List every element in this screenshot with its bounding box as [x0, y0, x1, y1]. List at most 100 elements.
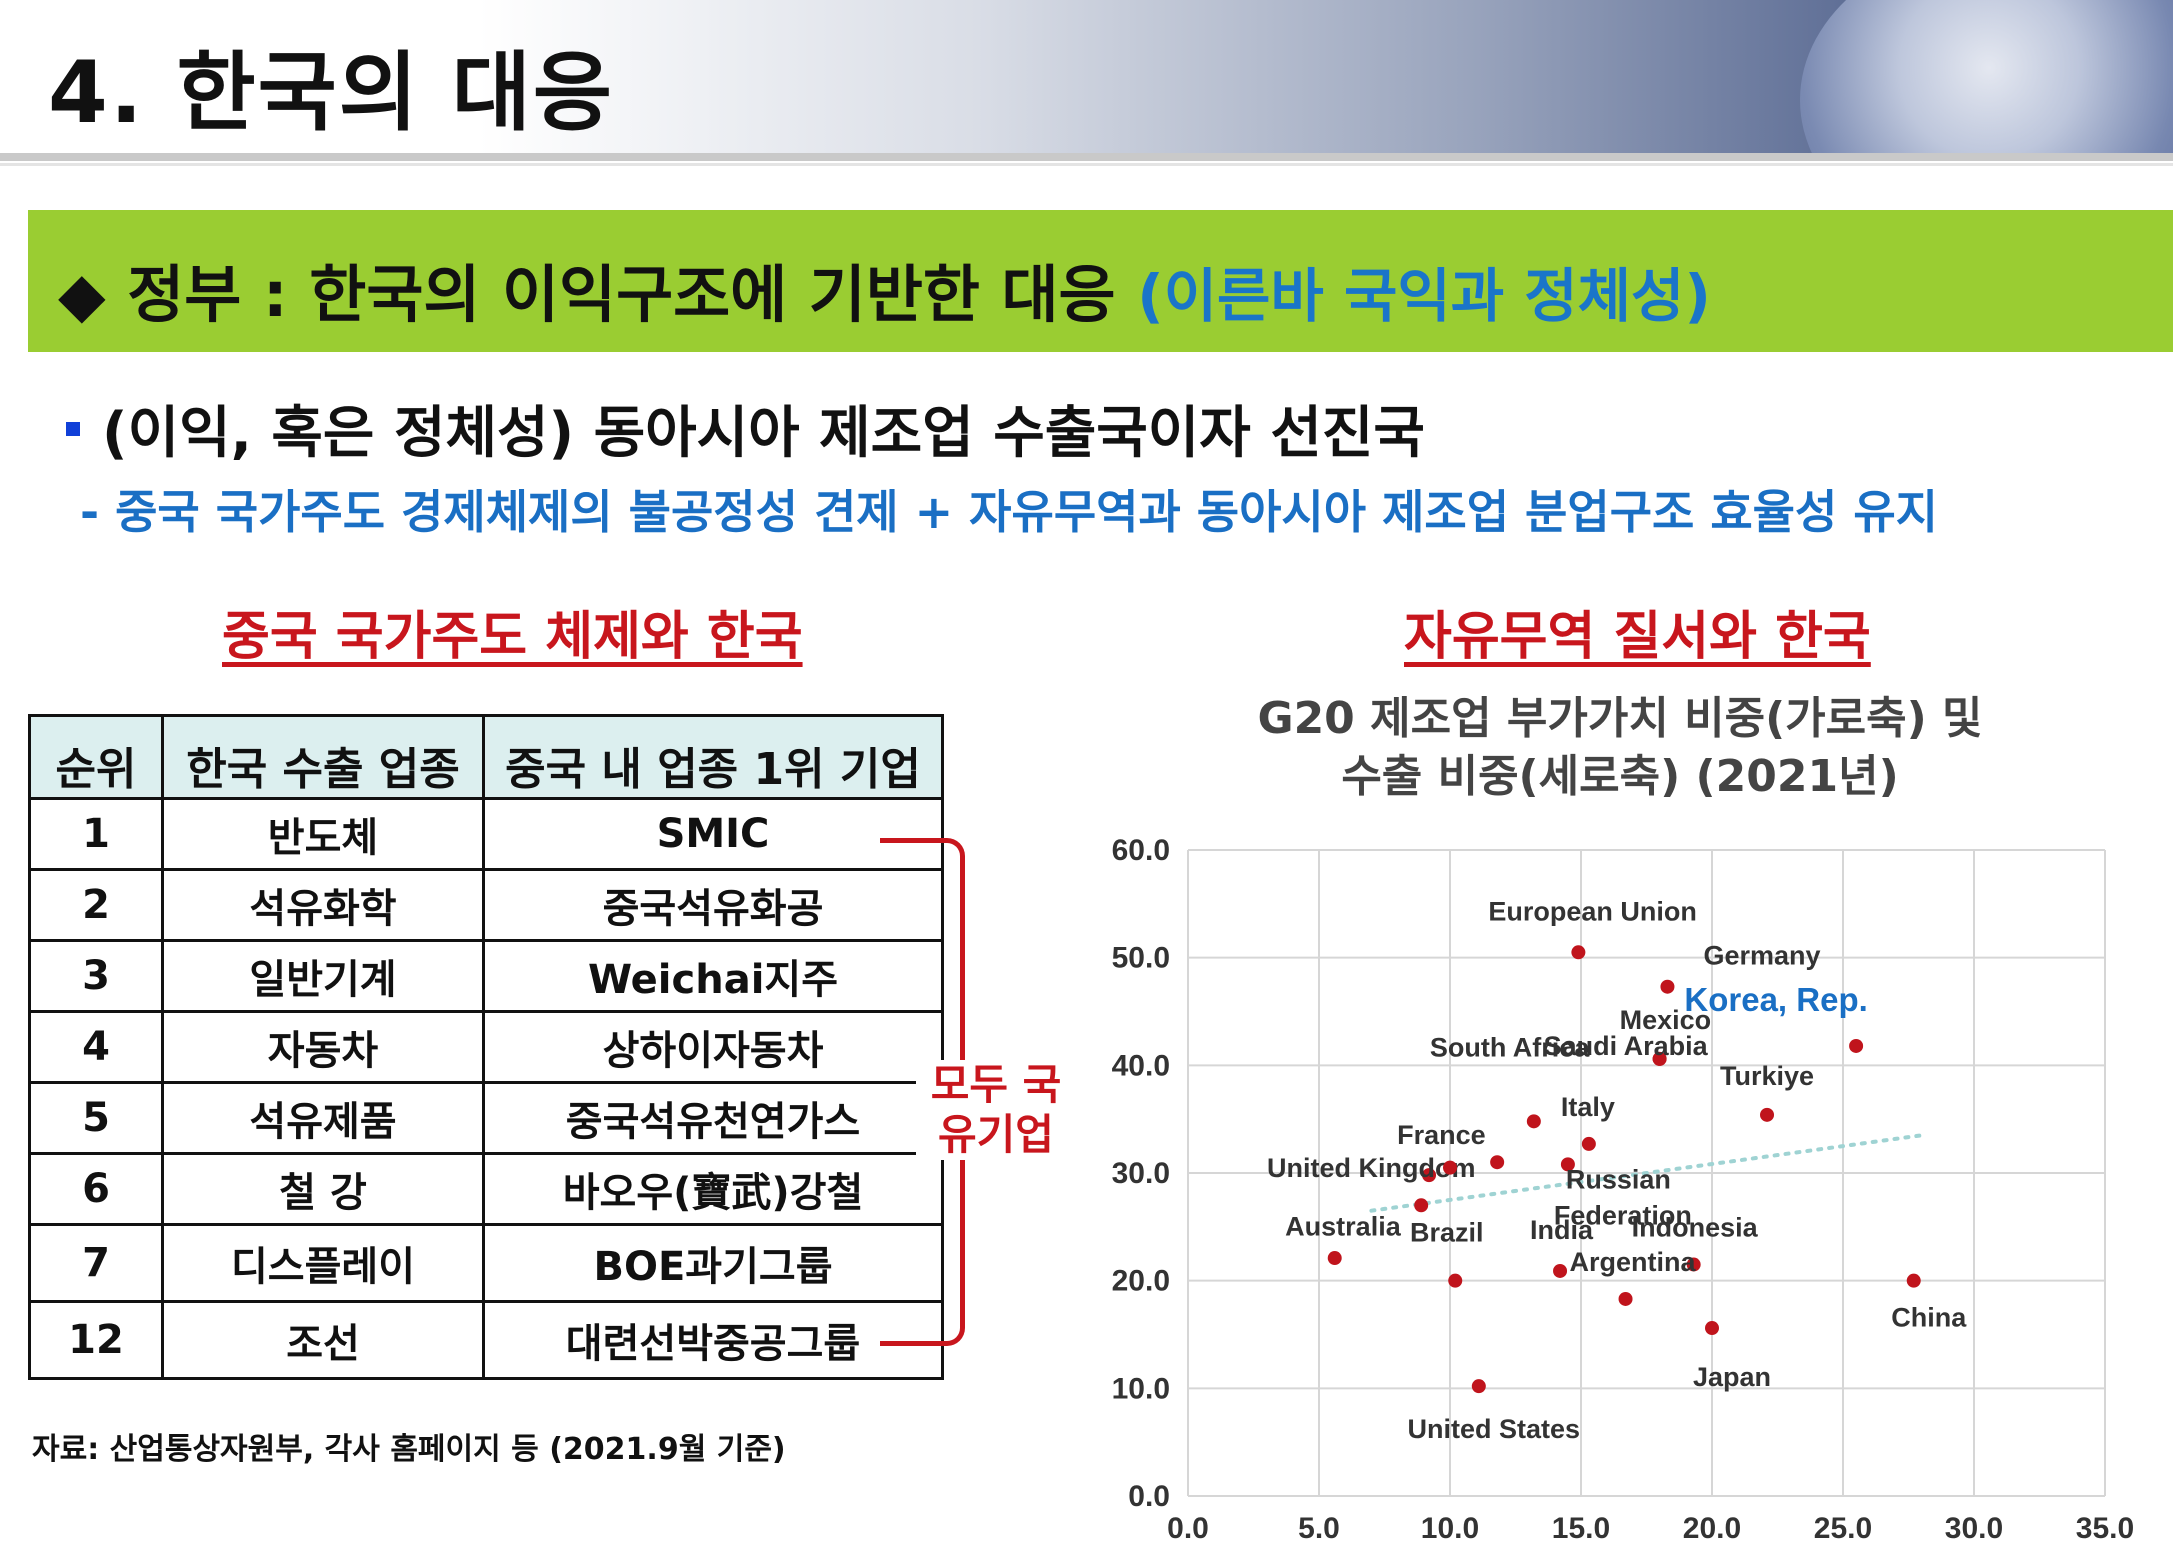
y-tick-label: 10.0 [1112, 1372, 1170, 1405]
banner-accent-text: (이른바 국익과 정체성) [1137, 262, 1711, 330]
industry-cell: 디스플레이 [161, 1223, 485, 1303]
header-bar: 4. 한국의 대응 [0, 0, 2173, 153]
chart-title: G20 제조업 부가가치 비중(가로축) 및 수출 비중(세로축) (2021년… [1160, 690, 2080, 806]
x-tick-label: 35.0 [2076, 1512, 2134, 1542]
data-point [1490, 1155, 1505, 1170]
page-title: 4. 한국의 대응 [48, 43, 614, 143]
rank-cell: 12 [28, 1300, 164, 1380]
point-label: Indonesia [1632, 1213, 1759, 1243]
data-point [1553, 1263, 1568, 1278]
data-point [1448, 1273, 1463, 1288]
data-point [1686, 1257, 1701, 1272]
data-point [1560, 1157, 1575, 1172]
x-tick-label: 25.0 [1814, 1512, 1872, 1542]
point-label: Italy [1561, 1092, 1615, 1122]
point-label: Russian [1566, 1164, 1671, 1194]
trendline [1369, 1133, 1924, 1213]
table-row: 3 일반기계 Weichai지주 [28, 939, 944, 1013]
bullet-point: (이익, 혹은 정체성) 동아시아 제조업 수출국이자 선진국 [66, 388, 1425, 469]
point-label: United Kingdom [1267, 1153, 1475, 1183]
industry-cell: 석유제품 [161, 1081, 485, 1155]
rank-cell: 4 [28, 1010, 164, 1084]
table-row: 4 자동차 상하이자동차 [28, 1010, 944, 1084]
y-tick-label: 0.0 [1128, 1480, 1170, 1513]
data-point [1760, 1107, 1775, 1122]
header-rank: 순위 [28, 714, 164, 800]
rank-cell: 6 [28, 1152, 164, 1226]
industry-cell: 반도체 [161, 797, 485, 871]
chart-title-line-1: G20 제조업 부가가치 비중(가로축) 및 [1257, 693, 1983, 744]
rank-cell: 5 [28, 1081, 164, 1155]
point-label: South Africa [1430, 1032, 1590, 1062]
data-point [1652, 1051, 1667, 1066]
industry-cell: 조선 [161, 1300, 485, 1380]
state-owned-label: 모두 국유기업 [916, 1060, 1076, 1160]
company-cell: 바오우(寶武)강철 [482, 1152, 944, 1226]
table-row: 12 조선 대련선박중공그룹 [28, 1300, 944, 1380]
point-label: Saudi Arabia [1544, 1031, 1709, 1061]
rank-cell: 1 [28, 797, 164, 871]
point-label: Brazil [1410, 1218, 1484, 1248]
y-tick-label: 40.0 [1112, 1049, 1170, 1082]
banner-heading: ◆ 정부 : 한국의 이익구조에 기반한 대응 (이른바 국익과 정체성) [58, 244, 1711, 334]
company-cell: 대련선박중공그룹 [482, 1300, 944, 1380]
data-point [1443, 1160, 1457, 1175]
rank-cell: 7 [28, 1223, 164, 1303]
company-cell: 중국석유천연가스 [482, 1081, 944, 1155]
data-point [1581, 1136, 1596, 1151]
point-label: Federation [1554, 1200, 1692, 1230]
header-divider [0, 153, 2173, 161]
industry-cell: 철 강 [161, 1152, 485, 1226]
data-point [1526, 1114, 1541, 1129]
data-point [1422, 1168, 1437, 1183]
data-point [1660, 979, 1675, 994]
rank-cell: 2 [28, 868, 164, 942]
globe-image [1800, 0, 2173, 153]
y-tick-label: 60.0 [1112, 834, 1170, 867]
square-bullet-icon [66, 421, 80, 436]
section-banner: ◆ 정부 : 한국의 이익구조에 기반한 대응 (이른바 국익과 정체성) [28, 210, 2173, 352]
data-point [1471, 1379, 1486, 1394]
company-cell: SMIC [482, 797, 944, 871]
data-point [1705, 1321, 1719, 1336]
point-label: Germany [1703, 941, 1820, 971]
data-point [1906, 1273, 1921, 1288]
point-label: Mexico [1620, 1005, 1712, 1035]
point-label: France [1397, 1120, 1486, 1150]
bullet-text: (이익, 혹은 정체성) 동아시아 제조업 수출국이자 선진국 [102, 401, 1425, 466]
table-header-row: 순위 한국 수출 업종 중국 내 업종 1위 기업 [28, 714, 944, 800]
x-tick-label: 15.0 [1552, 1512, 1610, 1542]
point-label: Australia [1285, 1211, 1402, 1241]
point-label: United States [1408, 1414, 1581, 1444]
source-note: 자료: 산업통상자원부, 각사 홈페이지 등 (2021.9월 기준) [32, 1432, 786, 1467]
y-tick-label: 50.0 [1112, 942, 1170, 975]
data-point [1327, 1251, 1342, 1266]
x-tick-label: 0.0 [1167, 1512, 1209, 1542]
table-row: 2 석유화학 중국석유화공 [28, 868, 944, 942]
left-section-title: 중국 국가주도 체제와 한국 [222, 607, 803, 667]
point-label: Korea, Rep. [1684, 981, 1867, 1018]
industry-cell: 자동차 [161, 1010, 485, 1084]
x-tick-label: 20.0 [1683, 1512, 1741, 1542]
rank-cell: 3 [28, 939, 164, 1013]
data-point [1571, 945, 1586, 960]
header-top-company: 중국 내 업종 1위 기업 [482, 714, 944, 800]
scatter-chart: 0.0 5.0 10.0 15.0 20.0 25.0 30.0 35.0 0.0 10.0 20.… [1112, 834, 2135, 1542]
company-cell: BOE과기그룹 [482, 1223, 944, 1303]
header-industry: 한국 수출 업종 [161, 714, 485, 800]
chart-title-line-2: 수출 비중(세로축) (2021년) [1341, 751, 1899, 802]
data-point [1618, 1291, 1633, 1306]
table-row: 1 반도체 SMIC [28, 797, 944, 871]
point-label: Japan [1693, 1362, 1771, 1392]
point-label: Argentina [1570, 1247, 1697, 1277]
point-label: Turkiye [1720, 1061, 1814, 1091]
x-tick-label: 10.0 [1421, 1512, 1479, 1542]
point-label: India [1530, 1215, 1594, 1245]
company-cell: 중국석유화공 [482, 868, 944, 942]
industry-cell: 석유화학 [161, 868, 485, 942]
y-tick-label: 20.0 [1112, 1265, 1170, 1298]
company-cell: 상하이자동차 [482, 1010, 944, 1084]
ranking-table: 순위 한국 수출 업종 중국 내 업종 1위 기업 1 반도체 SMIC 2 석유화학… [28, 714, 944, 1380]
point-label: European Union [1488, 896, 1697, 926]
